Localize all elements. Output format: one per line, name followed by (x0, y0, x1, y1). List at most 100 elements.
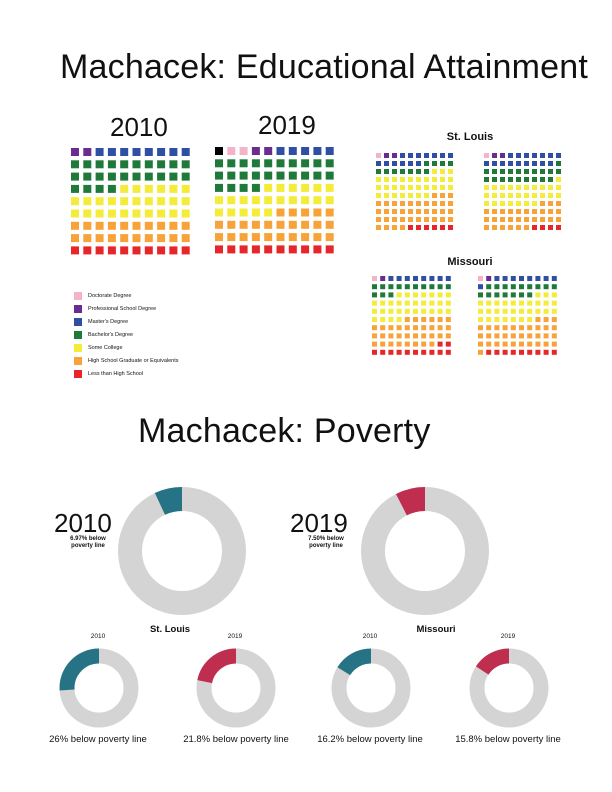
waffle-cell (413, 325, 418, 331)
waffle-cell (532, 153, 537, 158)
waffle-cell (524, 209, 529, 214)
waffle-cell (71, 209, 79, 218)
mo-2010-year: 2010 (362, 633, 378, 640)
waffle-cell (445, 333, 451, 339)
waffle-cell (432, 177, 437, 182)
waffle-cell (227, 171, 236, 180)
waffle-cell (494, 292, 500, 298)
waffle-cell (429, 333, 435, 339)
waffle-cell (478, 325, 483, 331)
waffle-cell (424, 225, 429, 230)
waffle-cell (556, 177, 561, 182)
waffle-cell (543, 276, 549, 281)
waffle-cell (392, 177, 397, 182)
waffle-cell (396, 308, 402, 314)
waffle-cell (396, 284, 402, 290)
waffle-cell (556, 225, 561, 230)
waffle-cell (392, 209, 397, 214)
waffle-cell (478, 349, 483, 355)
waffle-cell (551, 341, 557, 347)
donut-poverty-slice (59, 648, 100, 691)
waffle-cell (413, 341, 418, 347)
waffle-cell (107, 221, 116, 230)
waffle-cell (388, 276, 394, 281)
waffle-cell (540, 217, 545, 222)
waffle-cell (288, 233, 297, 242)
waffle-cell (380, 317, 386, 322)
waffle-cell (508, 225, 513, 230)
waffle-cell (388, 292, 394, 298)
waffle-cell (432, 161, 437, 166)
waffle-cell (478, 308, 483, 314)
waffle-cell (432, 193, 437, 198)
waffle-cell (500, 185, 505, 190)
waffle-cell (404, 308, 410, 314)
waffle-cell (120, 160, 129, 169)
poverty-2019-year: 2019 (290, 508, 348, 538)
donut-chart (331, 648, 411, 728)
waffle-cell (556, 161, 561, 166)
waffle-cell (144, 234, 153, 243)
poverty-2019-note-line2: poverty line (309, 543, 343, 549)
waffle-cell (543, 349, 549, 355)
waffle-cell (502, 341, 508, 347)
waffle-cell (396, 325, 402, 331)
waffle-cell (519, 333, 524, 339)
waffle-cell (396, 333, 402, 339)
waffle-cell (325, 196, 334, 205)
waffle-cell (181, 160, 190, 169)
waffle-cell (540, 161, 545, 166)
waffle-cell (372, 292, 377, 298)
waffle-cell (478, 333, 483, 339)
stl-2019-caption: 21.8% below poverty line (183, 734, 289, 745)
waffle-cell (288, 196, 297, 205)
waffle-cell (392, 193, 397, 198)
waffle-cell (486, 300, 492, 306)
waffle-cell (215, 196, 223, 205)
waffle-cell (388, 317, 394, 322)
waffle-cell (524, 225, 529, 230)
waffle-cell (413, 317, 418, 322)
waffle-cell (445, 349, 451, 355)
legend-label: Some College (88, 345, 123, 351)
waffle-cell (416, 153, 421, 158)
waffle-cell (404, 349, 410, 355)
waffle-cell (551, 333, 557, 339)
waffle-cell (484, 161, 489, 166)
legend-label: High School Graduate or Equivalents (88, 358, 179, 364)
waffle-cell (535, 300, 541, 306)
poverty-2019-note-line1: 7.50% below (308, 536, 344, 542)
waffle-cell (516, 169, 521, 174)
waffle-cell (413, 349, 418, 355)
waffle-cell (276, 183, 285, 192)
waffle-cell (83, 184, 92, 193)
waffle-cell (95, 197, 104, 206)
waffle-cell (384, 209, 389, 214)
waffle-cell (376, 153, 381, 158)
missouri-edu-label: Missouri (447, 256, 493, 268)
waffle-cell (392, 185, 397, 190)
waffle-cell (543, 300, 549, 306)
waffle-cell (227, 208, 236, 217)
waffle-cell (486, 349, 492, 355)
poverty-2010-note-line1: 6.97% below (70, 536, 106, 542)
waffle-cell (144, 221, 153, 230)
waffle-cell (440, 225, 445, 230)
legend-item: Professional School Degree (74, 303, 156, 315)
waffle-cell (413, 308, 418, 314)
waffle-cell (429, 317, 435, 322)
waffle-cell (264, 233, 273, 242)
waffle-cell (144, 246, 153, 255)
waffle-cell (494, 341, 500, 347)
waffle-cell (535, 292, 541, 298)
waffle-cell (372, 300, 377, 306)
waffle-cell (181, 221, 190, 230)
waffle-cell (372, 276, 377, 281)
waffle-cell (392, 169, 397, 174)
waffle-cell (396, 292, 402, 298)
waffle-cell (440, 193, 445, 198)
waffle-cell (71, 246, 79, 255)
waffle-cell (107, 172, 116, 181)
waffle-cell (527, 292, 533, 298)
